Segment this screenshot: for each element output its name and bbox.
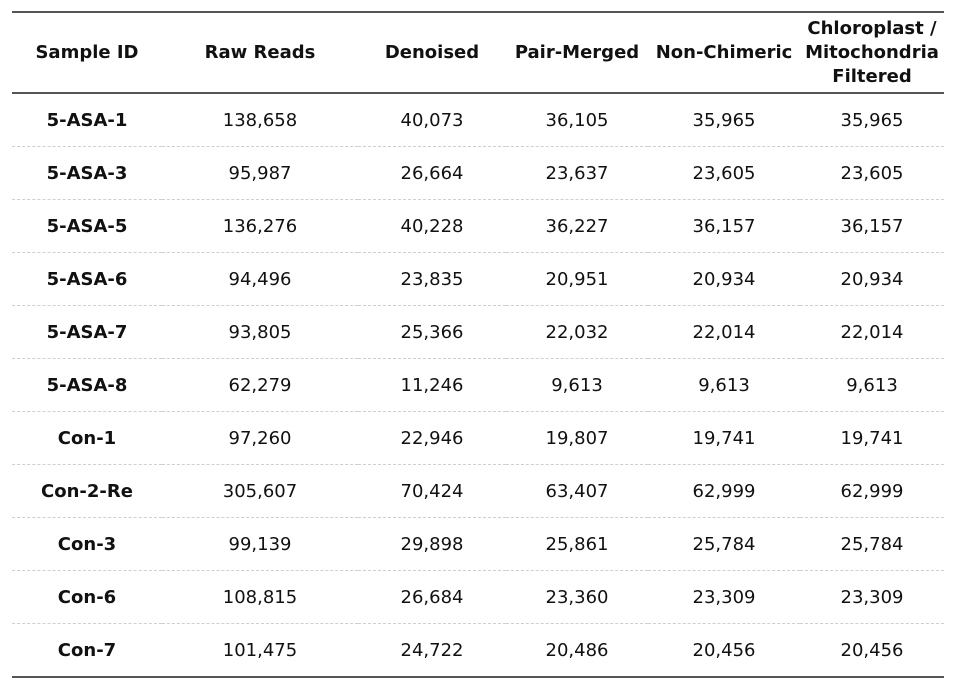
header-chloroplast-mitochondria-filtered: Chloroplast / Mitochondria Filtered <box>800 12 944 93</box>
value-cell: 22,946 <box>400 427 464 449</box>
value-cell: 19,807 <box>545 427 609 449</box>
value-cell: 305,607 <box>222 480 298 502</box>
table-row: 5-ASA-8 62,279 11,246 9,613 9,613 9,613 <box>12 359 944 412</box>
value-cell: 26,664 <box>400 162 464 184</box>
value-cell: 25,784 <box>692 533 756 555</box>
table-row: 5-ASA-1 138,658 40,073 36,105 35,965 35,965 <box>12 93 944 147</box>
value-cell: 20,934 <box>840 268 904 290</box>
header-sample-id: Sample ID <box>35 41 139 63</box>
value-cell: 99,139 <box>228 533 292 555</box>
value-cell: 9,613 <box>698 374 750 396</box>
sample-id-cell: 5-ASA-3 <box>46 162 128 184</box>
table-header: Sample ID Raw Reads Denoised Pair-Merged… <box>12 12 944 93</box>
value-cell: 23,637 <box>545 162 609 184</box>
sample-id-cell: 5-ASA-7 <box>46 321 128 343</box>
value-cell: 25,784 <box>840 533 904 555</box>
value-cell: 63,407 <box>545 480 609 502</box>
value-cell: 26,684 <box>400 586 464 608</box>
value-cell: 62,999 <box>692 480 756 502</box>
value-cell: 36,105 <box>545 109 609 131</box>
value-cell: 22,014 <box>692 321 756 343</box>
value-cell: 9,613 <box>846 374 898 396</box>
value-cell: 29,898 <box>400 533 464 555</box>
value-cell: 138,658 <box>222 109 298 131</box>
header-pair-merged: Pair-Merged <box>514 41 640 63</box>
value-cell: 22,014 <box>840 321 904 343</box>
header-line: Chloroplast / <box>807 17 937 39</box>
header-line: Mitochondria <box>805 41 939 63</box>
value-cell: 20,456 <box>840 639 904 661</box>
value-cell: 136,276 <box>222 215 298 237</box>
value-cell: 25,366 <box>400 321 464 343</box>
sample-id-cell: Con-2-Re <box>41 480 133 502</box>
value-cell: 36,227 <box>545 215 609 237</box>
header-line: Filtered <box>832 65 912 87</box>
value-cell: 19,741 <box>692 427 756 449</box>
value-cell: 36,157 <box>840 215 904 237</box>
sample-id-cell: Con-6 <box>57 586 117 608</box>
sample-id-cell: 5-ASA-8 <box>46 374 128 396</box>
value-cell: 25,861 <box>545 533 609 555</box>
table-body: 5-ASA-1 138,658 40,073 36,105 35,965 35,965 5-… <box>12 93 944 677</box>
value-cell: 62,999 <box>840 480 904 502</box>
value-cell: 97,260 <box>228 427 292 449</box>
value-cell: 36,157 <box>692 215 756 237</box>
value-cell: 108,815 <box>222 586 298 608</box>
table-row: 5-ASA-6 94,496 23,835 20,951 20,934 20,934 <box>12 253 944 306</box>
value-cell: 24,722 <box>400 639 464 661</box>
value-cell: 20,486 <box>545 639 609 661</box>
header-denoised: Denoised <box>384 41 480 63</box>
header-row: Sample ID Raw Reads Denoised Pair-Merged… <box>12 12 944 93</box>
sample-id-cell: 5-ASA-5 <box>46 215 128 237</box>
sample-id-cell: Con-7 <box>57 639 117 661</box>
value-cell: 101,475 <box>222 639 298 661</box>
sample-id-cell: 5-ASA-1 <box>46 109 128 131</box>
value-cell: 95,987 <box>228 162 292 184</box>
value-cell: 23,605 <box>840 162 904 184</box>
value-cell: 20,456 <box>692 639 756 661</box>
table-row: Con-6 108,815 26,684 23,360 23,309 23,309 <box>12 571 944 624</box>
read-count-table: Sample ID Raw Reads Denoised Pair-Merged… <box>12 11 944 678</box>
header-raw-reads: Raw Reads <box>204 41 316 63</box>
value-cell: 62,279 <box>228 374 292 396</box>
value-cell: 20,951 <box>545 268 609 290</box>
table-row: Con-2-Re 305,607 70,424 63,407 62,999 62,999 <box>12 465 944 518</box>
value-cell: 9,613 <box>551 374 603 396</box>
value-cell: 40,073 <box>400 109 464 131</box>
value-cell: 35,965 <box>840 109 904 131</box>
sample-id-cell: Con-1 <box>57 427 117 449</box>
value-cell: 19,741 <box>840 427 904 449</box>
table-row: Con-3 99,139 29,898 25,861 25,784 25,784 <box>12 518 944 571</box>
table-row: 5-ASA-7 93,805 25,366 22,032 22,014 22,014 <box>12 306 944 359</box>
table-row: Con-7 101,475 24,722 20,486 20,456 20,456 <box>12 624 944 677</box>
sample-id-cell: 5-ASA-6 <box>46 268 128 290</box>
value-cell: 35,965 <box>692 109 756 131</box>
value-cell: 23,309 <box>840 586 904 608</box>
value-cell: 93,805 <box>228 321 292 343</box>
sample-id-cell: Con-3 <box>57 533 117 555</box>
value-cell: 11,246 <box>400 374 464 396</box>
value-cell: 70,424 <box>400 480 464 502</box>
value-cell: 23,605 <box>692 162 756 184</box>
value-cell: 23,360 <box>545 586 609 608</box>
value-cell: 23,835 <box>400 268 464 290</box>
value-cell: 94,496 <box>228 268 292 290</box>
value-cell: 20,934 <box>692 268 756 290</box>
value-cell: 40,228 <box>400 215 464 237</box>
value-cell: 22,032 <box>545 321 609 343</box>
table-row: Con-1 97,260 22,946 19,807 19,741 19,741 <box>12 412 944 465</box>
header-non-chimeric: Non-Chimeric <box>655 41 793 63</box>
value-cell: 23,309 <box>692 586 756 608</box>
table-row: 5-ASA-5 136,276 40,228 36,227 36,157 36,157 <box>12 200 944 253</box>
table-row: 5-ASA-3 95,987 26,664 23,637 23,605 23,605 <box>12 147 944 200</box>
read-count-table-container: Sample ID Raw Reads Denoised Pair-Merged… <box>12 11 944 678</box>
